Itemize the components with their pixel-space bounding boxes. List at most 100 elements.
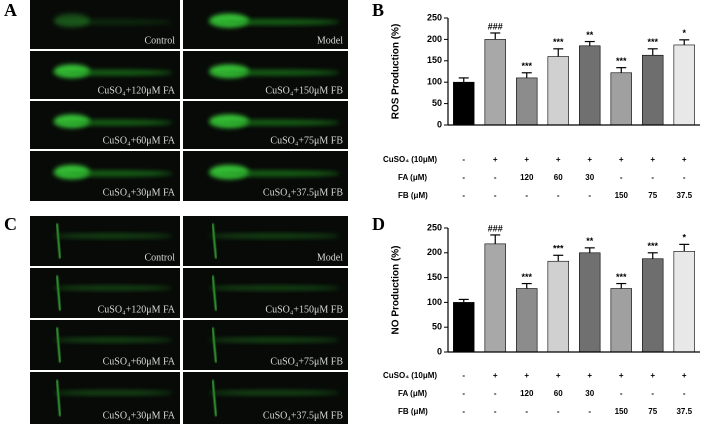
image-caption: CuSO₄+75μM FB [270,356,343,367]
treatment-cell: 30 [585,173,594,182]
image-caption: CuSO₄+150μM FB [265,304,343,315]
significance: *** [616,272,627,282]
treatment-cell: 150 [615,407,629,416]
micrograph [183,372,348,424]
fish-body [207,19,340,25]
treatment-label: FA (μM) [398,389,427,398]
panel-label: A [4,0,17,20]
significance: *** [647,37,658,47]
y-tick-label: 200 [427,247,442,257]
bar [453,302,475,353]
treatment-cell: 120 [520,389,534,398]
fish-line [56,379,61,417]
treatment-cell: 37.5 [676,191,692,200]
treatment-cell: + [682,155,687,164]
panel-label: C [4,214,17,234]
treatment-cell: - [462,155,465,164]
significance: ### [488,21,503,31]
treatment-cell: - [525,191,528,200]
bar [673,251,695,353]
fish-line [56,327,61,363]
significance: ** [586,30,594,40]
bar [547,260,569,353]
treatment-cell: + [556,155,561,164]
treatment-cell: 150 [615,191,629,200]
treatment-cell: 75 [648,191,657,200]
treatment-cell: - [462,371,465,380]
treatment-cell: + [524,371,529,380]
treatment-cell: - [462,173,465,182]
treatment-label: FB (μM) [398,407,428,416]
fish-body [52,69,173,76]
treatment-cell: - [651,389,654,398]
bar [610,72,632,126]
y-tick-label: 150 [427,55,442,65]
treatment-cell: - [494,389,497,398]
fish-line [211,223,217,259]
panel-label: D [372,214,385,234]
fish-line [211,379,217,417]
treatment-cell: + [493,371,498,380]
y-tick-label: 50 [432,98,442,108]
y-axis-label: ROS Production (%) [391,24,402,120]
treatment-cell: - [494,173,497,182]
micrograph [30,320,180,370]
treatment-cell: - [462,407,465,416]
treatment-cell: 60 [554,173,563,182]
y-tick-label: 0 [437,119,442,129]
significance: * [682,233,686,243]
significance: ** [586,236,594,246]
image-caption: CuSO₄+120μM FA [98,304,176,315]
treatment-cell: + [619,371,624,380]
y-tick-label: 150 [427,272,442,282]
image-caption: CuSO₄+30μM FA [103,410,176,421]
micrograph [183,216,348,266]
treatment-cell: - [462,389,465,398]
significance: *** [553,37,564,47]
bar [453,81,475,126]
treatment-cell: - [557,191,560,200]
treatment-cell: + [493,155,498,164]
treatment-label: FB (μM) [398,191,428,200]
fish-body [207,285,340,291]
treatment-cell: - [525,407,528,416]
bar [579,252,601,353]
treatment-cell: - [557,407,560,416]
fish-body [207,119,340,126]
treatment-label: CuSO₄ (10μM) [383,371,437,380]
treatment-cell: - [651,173,654,182]
image-caption: CuSO₄+75μM FB [270,135,343,146]
treatment-cell: + [587,155,592,164]
treatment-cell: + [650,155,655,164]
treatment-cell: + [682,371,687,380]
micrograph [183,268,348,318]
fish-body [52,390,173,396]
fish-body [52,19,173,25]
treatment-cell: - [494,407,497,416]
panel-label: B [372,0,384,20]
bar [516,77,538,126]
micrograph [30,372,180,424]
image-caption: Control [144,252,175,263]
treatment-cell: + [587,371,592,380]
y-tick-label: 50 [432,322,442,332]
treatment-cell: + [556,371,561,380]
bar [516,288,538,353]
treatment-cell: 120 [520,173,534,182]
treatment-cell: 30 [585,389,594,398]
image-caption: CuSO₄+37.5μM FB [263,187,343,198]
fish-body [207,170,340,177]
fish-body [207,337,340,343]
treatment-cell: + [619,155,624,164]
fish-body [52,337,173,343]
fish-body [52,119,173,126]
fish-body [52,285,173,291]
significance: *** [616,56,627,66]
significance: *** [521,272,532,282]
treatment-cell: - [683,173,686,182]
image-caption: Model [317,252,343,263]
fish-line [56,223,61,259]
treatment-cell: - [620,173,623,182]
micrograph [30,216,180,266]
fish-body [52,233,173,239]
